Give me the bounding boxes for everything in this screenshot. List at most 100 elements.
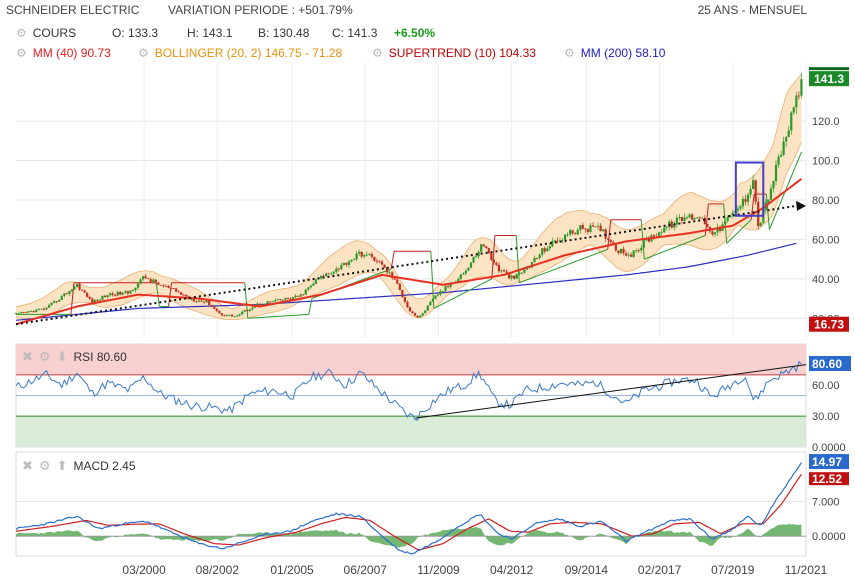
candle-body [332, 271, 335, 274]
candle-body [233, 316, 236, 318]
candle-body [411, 311, 414, 314]
candle-body [490, 253, 493, 260]
candle-body [711, 231, 714, 235]
candle-body [535, 257, 539, 259]
candle-body [642, 240, 645, 248]
candle-body [180, 292, 183, 295]
candle-body [670, 221, 673, 228]
candle-body [58, 299, 61, 302]
candle-body [256, 303, 259, 306]
candle-body [596, 225, 600, 227]
candle-body [327, 273, 330, 275]
legend-supertrend[interactable]: ⚙ SUPERTREND (10) 104.33 [372, 46, 536, 60]
candle-body [220, 313, 223, 316]
candle-body [640, 247, 643, 251]
gear-icon[interactable]: ⚙ [38, 349, 51, 364]
candle-body [744, 199, 747, 202]
arrow-down-icon[interactable]: ⬇ [56, 349, 68, 364]
candle-body [230, 314, 234, 317]
gear-icon[interactable]: ⚙ [16, 26, 27, 40]
legend-open: O: 133.3 [112, 26, 159, 40]
candle-body [345, 262, 348, 265]
supertrend-segment [244, 282, 249, 319]
rsi-value-tag [809, 355, 851, 371]
macd-panel: 0.0000 7.000 14.97 12.52 [15, 451, 849, 557]
arrow-up-icon[interactable]: ⬆ [56, 458, 68, 473]
candle-body [25, 312, 28, 313]
candle-body [192, 298, 196, 302]
candle-body [724, 220, 727, 225]
candle-body [685, 217, 689, 219]
candle-body [556, 240, 559, 242]
candle-body [480, 244, 483, 252]
gear-icon[interactable]: ⚙ [138, 46, 149, 60]
x-tick-label: 07/2019 [711, 563, 755, 577]
candle-body [581, 225, 584, 229]
candle-body [116, 291, 119, 296]
candle-body [269, 301, 272, 303]
candle-body [281, 299, 284, 301]
mm200-line [15, 242, 797, 321]
candle-body [141, 276, 145, 280]
price-tick-label: 80.00 [812, 195, 840, 207]
candle-body [286, 298, 290, 299]
legend-bollinger[interactable]: ⚙ BOLLINGER (20, 2) 146.75 - 71.28 [138, 46, 343, 60]
gear-icon[interactable]: ⚙ [372, 46, 383, 60]
rsi-title: ✖ ⚙ ⬇ RSI 80.60 [22, 349, 127, 364]
rsi-overbought-zone [16, 344, 806, 375]
candle-body [162, 285, 165, 287]
macd-tick-label: 0.0000 [812, 531, 846, 543]
candle-body [215, 308, 218, 311]
x-tick-label: 04/2012 [490, 563, 534, 577]
candle-body [406, 301, 409, 308]
macd-line [15, 462, 802, 555]
candle-body [792, 107, 795, 113]
candle-body [258, 303, 262, 306]
candle-body [497, 264, 501, 272]
gear-icon[interactable]: ⚙ [38, 458, 51, 473]
candle-body [101, 295, 104, 300]
close-icon[interactable]: ✖ [22, 458, 33, 473]
rsi-value-tag-label: 80.60 [812, 357, 842, 371]
candle-body [457, 278, 460, 282]
close-icon[interactable]: ✖ [22, 349, 33, 364]
candle-body [599, 225, 602, 232]
candle-body [703, 217, 706, 225]
candle-body [223, 315, 226, 317]
candle-body [736, 208, 739, 211]
candle-body [691, 214, 694, 220]
gear-icon[interactable]: ⚙ [16, 46, 27, 60]
candle-body [441, 290, 445, 292]
price-tick-label: 100.0 [812, 156, 840, 168]
candle-body [45, 307, 48, 310]
candle-body [800, 79, 803, 96]
candle-body [447, 286, 450, 287]
candle-body [208, 300, 211, 305]
supertrend-segment [519, 248, 608, 284]
gear-icon[interactable]: ⚙ [564, 46, 575, 60]
candle-body [741, 199, 745, 207]
x-tick-label: 01/2005 [270, 563, 314, 577]
legend-cours[interactable]: ⚙ COURS [16, 26, 77, 40]
candle-body [330, 273, 333, 275]
candle-body [393, 277, 396, 280]
candle-body [169, 288, 173, 289]
signal-value-tag-label: 12.52 [812, 472, 842, 486]
period-selector[interactable]: 25 ANS - MENSUEL [697, 3, 807, 17]
candle-body [434, 295, 437, 299]
candle-body [91, 298, 94, 304]
legend-mm200[interactable]: ⚙ MM (200) 58.10 [564, 46, 666, 60]
candle-body [70, 289, 74, 291]
candle-body [594, 226, 597, 228]
candle-body [103, 295, 107, 298]
candle-body [530, 262, 534, 268]
macd-value-tag-label: 14.97 [812, 455, 842, 469]
candle-body [797, 95, 800, 97]
legend-mm40[interactable]: ⚙ MM (40) 90.73 [16, 46, 111, 60]
candle-body [431, 298, 434, 302]
macd-tick-label: 7.000 [812, 497, 840, 509]
candle-body [548, 246, 551, 249]
legend-low: B: 130.48 [258, 26, 310, 40]
